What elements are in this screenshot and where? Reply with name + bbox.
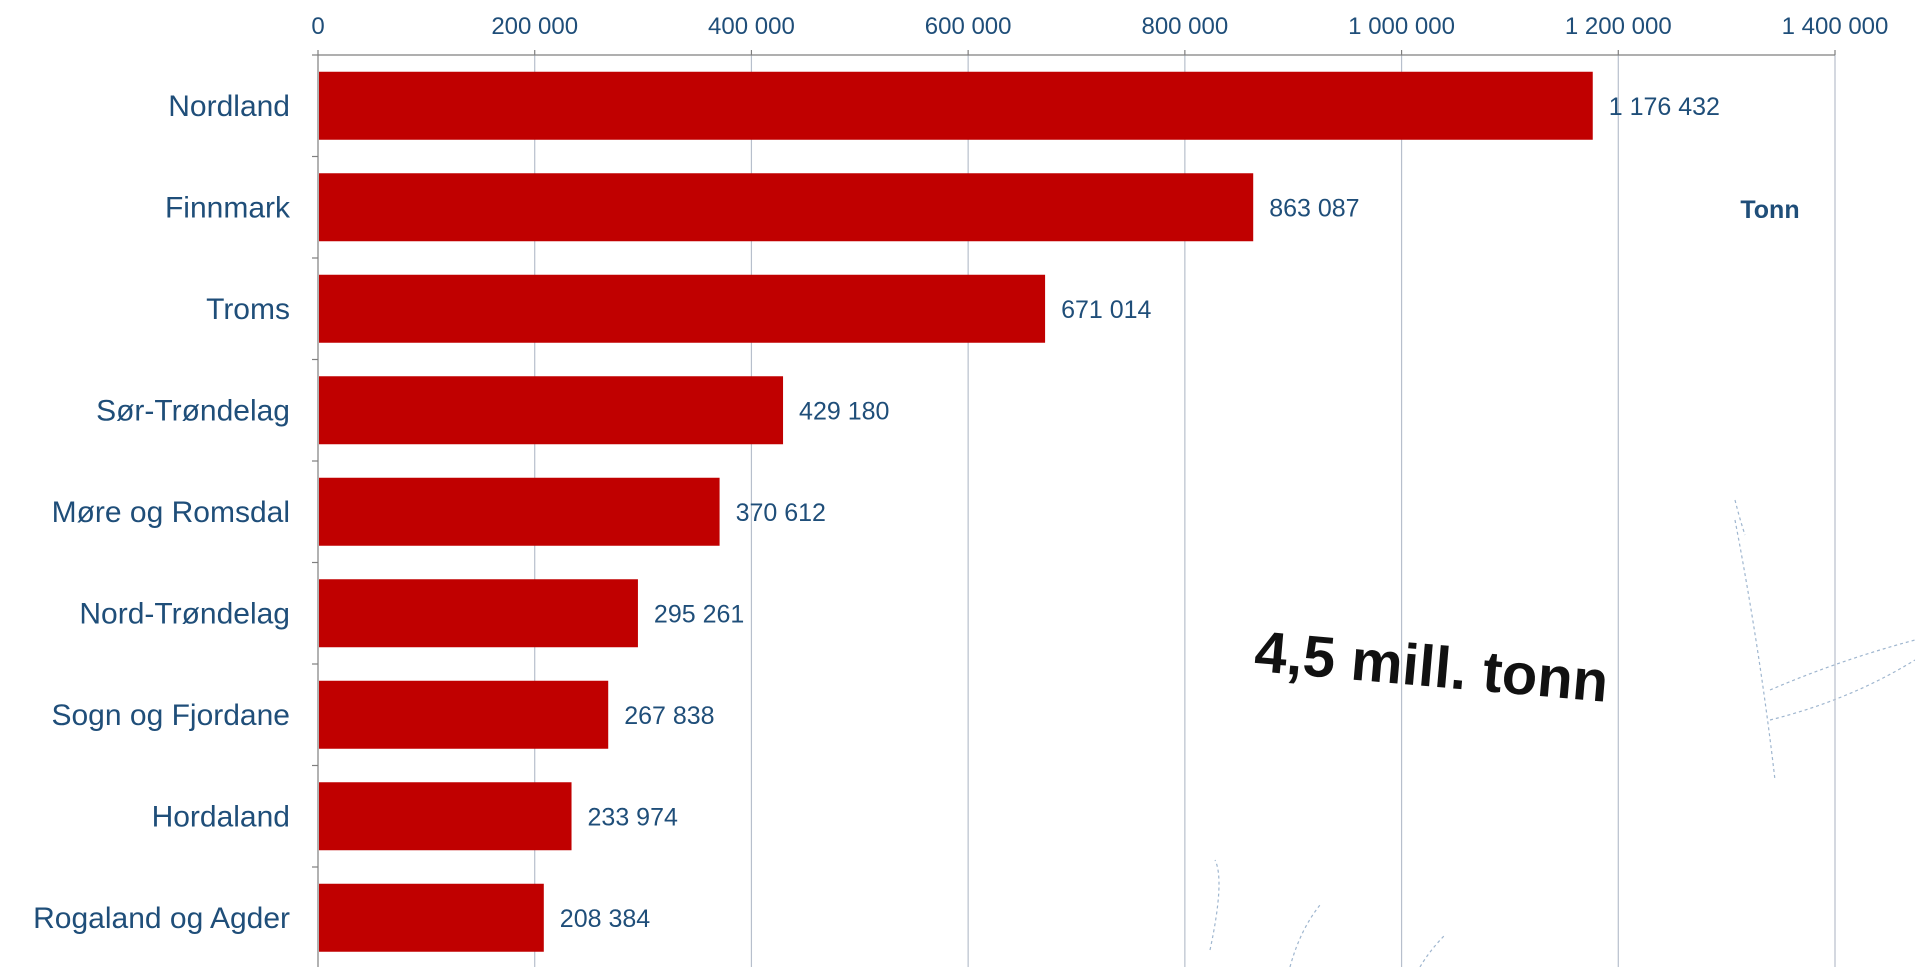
x-tick-label: 200 000 (491, 13, 578, 40)
x-tick-label: 600 000 (925, 13, 1012, 40)
x-tick-label: 800 000 (1141, 13, 1228, 40)
decorative-swirl-3 (1734, 519, 1776, 781)
decorative-swirl-5 (1769, 659, 1915, 721)
data-label: 863 087 (1269, 194, 1359, 222)
data-label: 1 176 432 (1609, 93, 1720, 121)
decorative-swirl-2 (1419, 934, 1446, 967)
bar (319, 477, 720, 546)
x-tick-label: 400 000 (708, 13, 795, 40)
bar (319, 71, 1593, 140)
category-label: Nordland (168, 90, 290, 123)
category-label: Sør-Trøndelag (96, 394, 290, 427)
data-label: 671 014 (1061, 296, 1151, 324)
data-label: 208 384 (560, 905, 650, 933)
decorative-swirl-lines (1209, 499, 1915, 967)
decorative-swirl-4 (1769, 639, 1915, 691)
decorative-swirl-0 (1209, 859, 1220, 951)
bars (319, 71, 1593, 952)
category-label: Sogn og Fjordane (51, 699, 290, 732)
bar (319, 173, 1254, 242)
decorative-swirl-6 (1734, 499, 1746, 536)
bar (319, 883, 544, 952)
x-tick-label: 0 (311, 13, 324, 40)
category-label: Rogaland og Agder (33, 902, 290, 935)
category-label: Møre og Romsdal (52, 496, 290, 529)
labels: 0 200 000 400 000 600 000 800 000 1 000 000 1 … (33, 13, 1888, 935)
x-tick-label: 1 000 000 (1348, 13, 1455, 40)
decorative-swirl-1 (1289, 904, 1321, 967)
bar (319, 680, 609, 749)
data-label: 429 180 (799, 397, 889, 425)
data-label: 233 974 (588, 803, 678, 831)
category-label: Hordaland (152, 800, 290, 833)
x-tick-label: 1 400 000 (1782, 13, 1889, 40)
data-label: 295 261 (654, 600, 744, 628)
bar (319, 579, 638, 648)
category-label: Troms (206, 293, 290, 326)
data-label: 370 612 (736, 499, 826, 527)
bar (319, 376, 784, 445)
bar (319, 782, 572, 851)
x-tick-label: 1 200 000 (1565, 13, 1672, 40)
unit-label: Tonn (1740, 196, 1799, 224)
axes (312, 50, 1836, 967)
category-label: Finnmark (165, 191, 291, 224)
data-label: 267 838 (624, 702, 714, 730)
bar (319, 274, 1046, 343)
category-label: Nord-Trøndelag (79, 597, 290, 630)
